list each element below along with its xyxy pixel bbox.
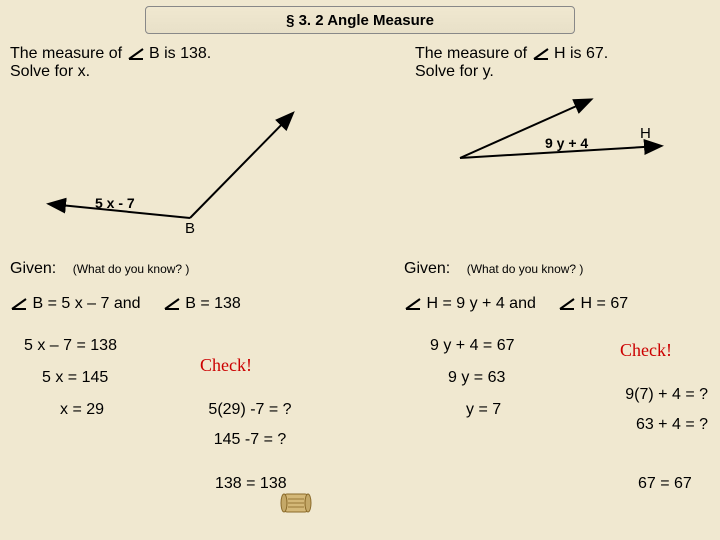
header-title: § 3. 2 Angle Measure bbox=[286, 12, 434, 29]
left-check-steps: 5(29) -7 = ? 145 -7 = ? bbox=[185, 395, 315, 456]
angle-icon bbox=[163, 297, 181, 311]
left-step-3: x = 29 bbox=[60, 394, 117, 426]
right-prompt-1b: H is 67. bbox=[554, 45, 608, 62]
right-check-label: Check! bbox=[620, 340, 672, 361]
left-given-what: (What do you know? ) bbox=[73, 262, 190, 276]
right-expr-label: 9 y + 4 bbox=[545, 135, 588, 151]
right-check-steps: 9(7) + 4 = ? 63 + 4 = ? bbox=[598, 380, 708, 441]
left-check-final: 138 = 138 bbox=[215, 475, 287, 493]
angle-icon bbox=[404, 297, 422, 311]
left-given: Given: (What do you know? ) bbox=[10, 260, 189, 278]
left-eq-b: B = 138 bbox=[185, 295, 241, 312]
left-check-1: 5(29) -7 = ? bbox=[185, 395, 315, 425]
right-check-2: 63 + 4 = ? bbox=[598, 410, 708, 440]
right-prompt-1a: The measure of bbox=[415, 45, 532, 62]
left-eq-a: B = 5 x – 7 and bbox=[32, 295, 140, 312]
header-banner: § 3. 2 Angle Measure bbox=[145, 6, 575, 34]
right-given-what: (What do you know? ) bbox=[467, 262, 584, 276]
right-given-label: Given: bbox=[404, 260, 450, 277]
right-equations: H = 9 y + 4 and H = 67 bbox=[404, 295, 628, 313]
left-prompt-1b: B is 138. bbox=[149, 45, 211, 62]
left-given-label: Given: bbox=[10, 260, 56, 277]
left-vertex-label: B bbox=[185, 220, 195, 237]
right-step-3: y = 7 bbox=[466, 394, 515, 426]
angle-icon bbox=[127, 47, 145, 61]
left-check-2: 145 -7 = ? bbox=[185, 425, 315, 455]
left-step-2: 5 x = 145 bbox=[42, 362, 117, 394]
right-prompt: The measure of H is 67. Solve for y. bbox=[415, 45, 608, 81]
right-eq-a: H = 9 y + 4 and bbox=[426, 295, 535, 312]
left-check-label: Check! bbox=[200, 355, 252, 376]
angle-icon bbox=[558, 297, 576, 311]
right-eq-b: H = 67 bbox=[581, 295, 629, 312]
right-prompt-2: Solve for y. bbox=[415, 63, 494, 80]
angle-icon bbox=[532, 47, 550, 61]
right-check-final: 67 = 67 bbox=[638, 475, 692, 493]
right-check-1: 9(7) + 4 = ? bbox=[598, 380, 708, 410]
left-prompt-1a: The measure of bbox=[10, 45, 127, 62]
left-prompt: The measure of B is 138. Solve for x. bbox=[10, 45, 211, 81]
left-prompt-2: Solve for x. bbox=[10, 63, 90, 80]
right-steps: 9 y + 4 = 67 9 y = 63 y = 7 bbox=[430, 330, 515, 426]
left-step-1: 5 x – 7 = 138 bbox=[24, 330, 117, 362]
left-steps: 5 x – 7 = 138 5 x = 145 x = 29 bbox=[24, 330, 117, 426]
left-equations: B = 5 x – 7 and B = 138 bbox=[10, 295, 241, 313]
scroll-icon bbox=[278, 490, 314, 518]
left-angle-diagram bbox=[40, 100, 320, 240]
right-given: Given: (What do you know? ) bbox=[404, 260, 583, 278]
right-step-2: 9 y = 63 bbox=[448, 362, 515, 394]
right-vertex-label: H bbox=[640, 125, 651, 142]
angle-icon bbox=[10, 297, 28, 311]
right-step-1: 9 y + 4 = 67 bbox=[430, 330, 515, 362]
left-expr-label: 5 x - 7 bbox=[95, 195, 135, 211]
